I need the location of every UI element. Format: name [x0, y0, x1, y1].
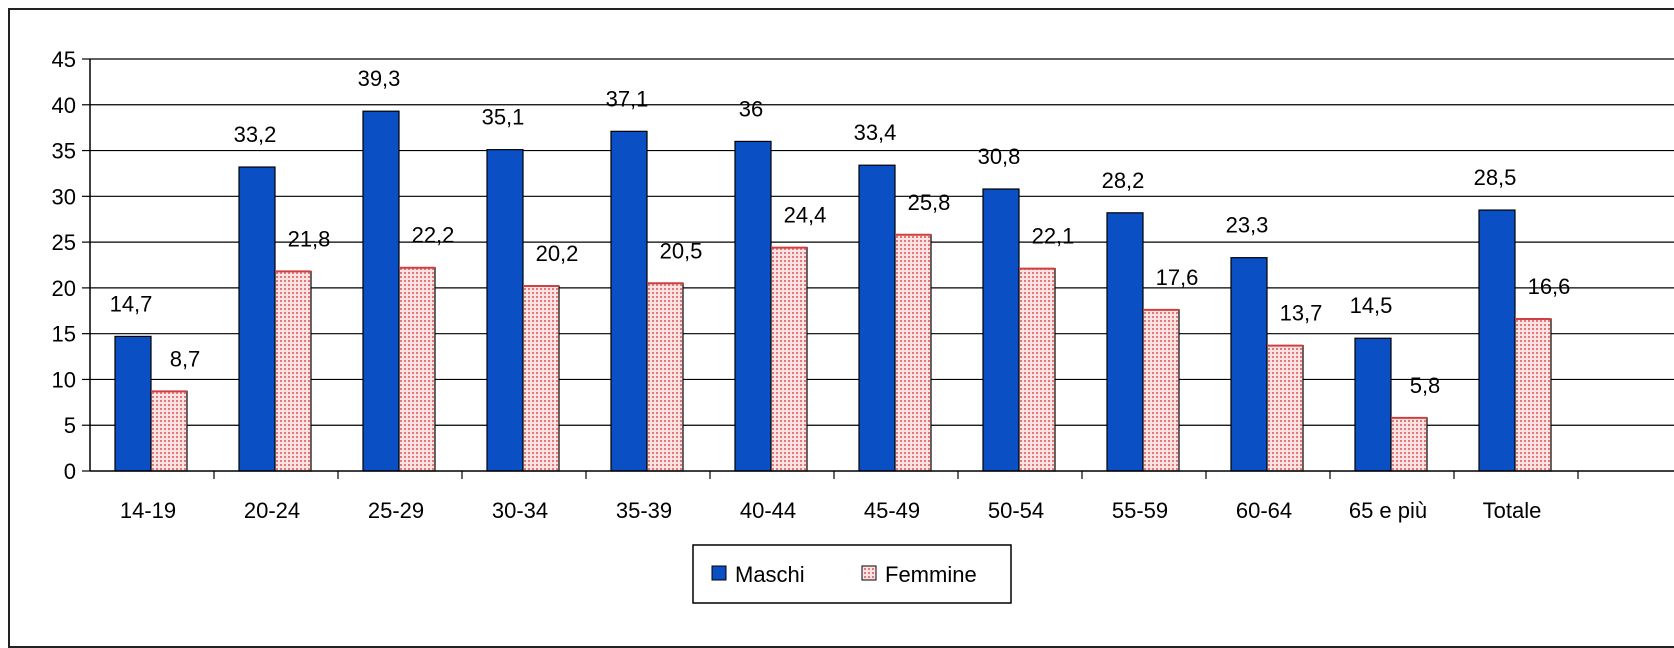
bar-maschi — [362, 110, 400, 472]
value-label-maschi: 23,3 — [1226, 213, 1269, 238]
value-label-maschi: 33,4 — [854, 120, 897, 145]
legend: Maschi Femmine — [692, 544, 1012, 604]
bars — [114, 110, 1552, 472]
value-label-maschi: 14,7 — [110, 291, 153, 316]
value-label-femmine: 25,8 — [908, 190, 951, 215]
bar-maschi — [734, 140, 772, 472]
value-label-femmine: 13,7 — [1280, 301, 1323, 326]
y-tick-label: 25 — [52, 230, 76, 255]
y-tick-label: 0 — [64, 459, 76, 484]
legend-swatch-femmine — [861, 565, 877, 581]
value-label-maschi: 14,5 — [1350, 293, 1393, 318]
bar-maschi — [114, 335, 152, 472]
bar-femmine — [522, 285, 560, 472]
bar-maschi — [1354, 337, 1392, 472]
y-tick-label: 5 — [64, 413, 76, 438]
value-label-femmine: 24,4 — [784, 203, 827, 228]
y-tick-label: 40 — [52, 93, 76, 118]
bar-maschi — [982, 188, 1020, 472]
x-tick-label: 35-39 — [616, 498, 672, 523]
bar-femmine — [1018, 268, 1056, 472]
x-tick-label: 40-44 — [740, 498, 796, 523]
bar-maschi — [1106, 212, 1144, 472]
bar-femmine — [1390, 417, 1428, 472]
value-label-femmine: 22,1 — [1032, 224, 1075, 249]
bar-femmine — [150, 390, 188, 472]
legend-box — [692, 544, 1012, 604]
legend-label-femmine: Femmine — [885, 562, 977, 587]
x-tick-label: 20-24 — [244, 498, 300, 523]
value-label-femmine: 22,2 — [412, 223, 455, 248]
x-tick-label: 60-64 — [1236, 498, 1292, 523]
bar-maschi — [858, 164, 896, 472]
x-tick-label: 55-59 — [1112, 498, 1168, 523]
value-label-femmine: 20,2 — [536, 241, 579, 266]
value-label-maschi: 28,2 — [1102, 168, 1145, 193]
bar-maschi — [238, 166, 276, 472]
x-tick-label: 45-49 — [864, 498, 920, 523]
value-label-maschi: 28,5 — [1474, 165, 1517, 190]
value-labels: 14,7 8,7 33,2 21,8 39,3 22,2 35,1 20,2 37,1 20,5 3… — [110, 66, 1571, 398]
y-tick-label: 15 — [52, 322, 76, 347]
x-tick-label: 14-19 — [120, 498, 176, 523]
x-tick-label: 65 e più — [1349, 498, 1427, 523]
bar-femmine — [1266, 344, 1304, 472]
y-tick-label: 35 — [52, 139, 76, 164]
value-label-femmine: 17,6 — [1156, 265, 1199, 290]
bar-maschi — [1230, 257, 1268, 472]
x-tick-label: 25-29 — [368, 498, 424, 523]
bar-femmine — [398, 267, 436, 472]
bar-maschi — [1478, 209, 1516, 472]
bar-femmine — [1514, 318, 1552, 472]
bar-femmine — [274, 270, 312, 472]
legend-label-maschi: Maschi — [735, 562, 805, 587]
bar-femmine — [894, 234, 932, 472]
value-label-femmine: 5,8 — [1410, 373, 1441, 398]
y-tick-label: 10 — [52, 367, 76, 392]
bar-femmine — [1142, 309, 1180, 472]
bar-femmine — [646, 282, 684, 472]
bar-maschi — [610, 130, 648, 472]
value-label-femmine: 16,6 — [1528, 274, 1571, 299]
legend-swatch-maschi — [711, 565, 727, 581]
value-label-maschi: 35,1 — [482, 105, 525, 130]
value-label-maschi: 37,1 — [606, 86, 649, 111]
value-label-maschi: 36 — [739, 96, 763, 121]
value-label-femmine: 21,8 — [288, 226, 331, 251]
value-label-maschi: 33,2 — [234, 122, 277, 147]
y-tick-label: 20 — [52, 276, 76, 301]
x-tick-label: 30-34 — [492, 498, 548, 523]
value-label-maschi: 30,8 — [978, 144, 1021, 169]
y-axis: 0 5 10 15 20 25 30 35 40 45 — [52, 47, 91, 484]
value-label-femmine: 8,7 — [170, 346, 201, 371]
y-tick-label: 30 — [52, 184, 76, 209]
bar-femmine — [770, 247, 808, 472]
value-label-femmine: 20,5 — [660, 238, 703, 263]
bar-maschi — [486, 149, 524, 472]
x-tick-label: 50-54 — [988, 498, 1044, 523]
x-tick-label: Totale — [1483, 498, 1542, 523]
x-axis: 14-19 20-24 25-29 30-34 35-39 40-44 45-49 50-54… — [90, 470, 1674, 523]
value-label-maschi: 39,3 — [358, 66, 401, 91]
y-tick-label: 45 — [52, 47, 76, 72]
